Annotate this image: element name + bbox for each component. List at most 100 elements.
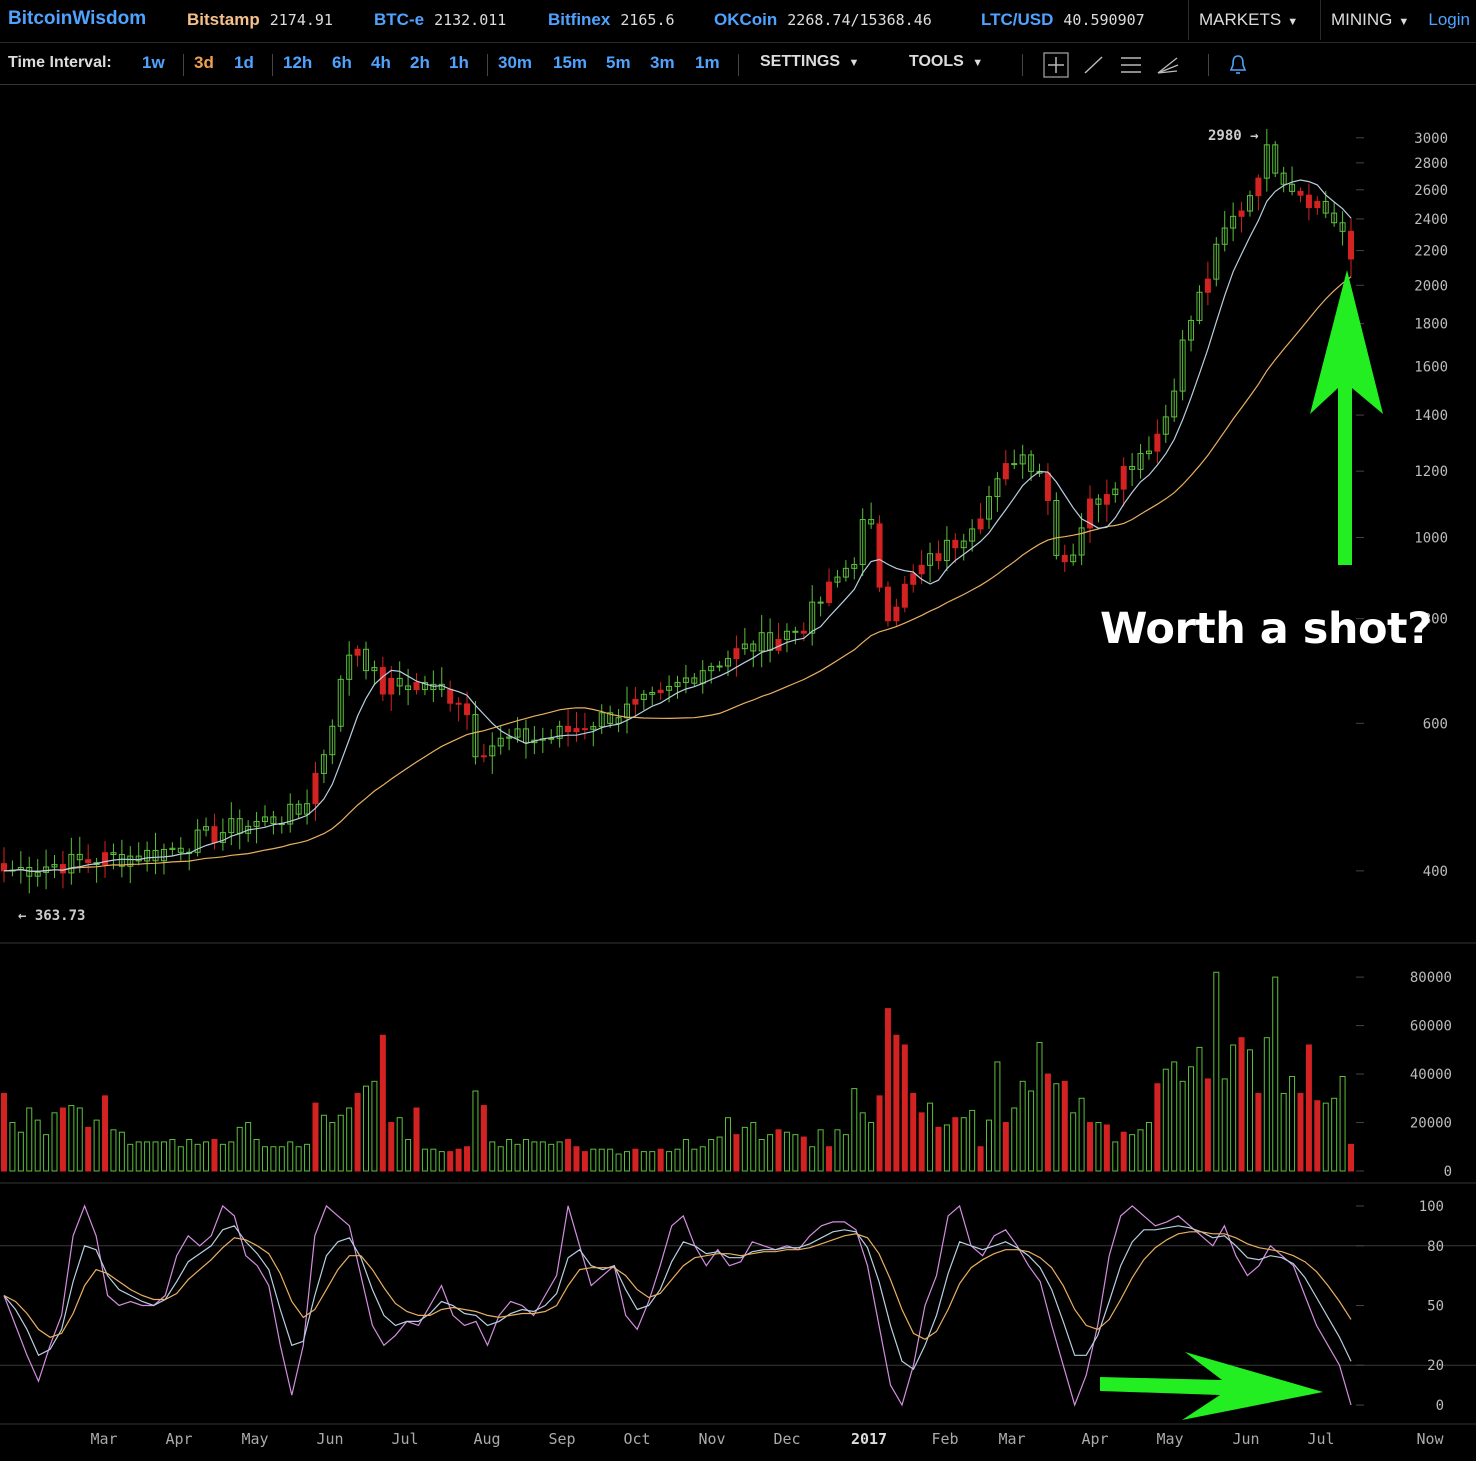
candle-body <box>615 717 622 724</box>
volume-bar <box>1019 1080 1026 1172</box>
price-tick-label: 3000 <box>1414 131 1448 147</box>
volume-bar <box>1213 971 1220 1172</box>
volume-bar <box>480 1105 487 1172</box>
fan-draw-icon[interactable] <box>1155 52 1181 78</box>
candle-body <box>598 712 605 728</box>
candle-body <box>1120 465 1127 490</box>
volume-bar <box>169 1138 176 1172</box>
crosshair-icon[interactable] <box>1043 52 1069 78</box>
volume-bar <box>884 1008 891 1172</box>
volume-bar <box>893 1034 900 1172</box>
candle-body <box>918 564 925 575</box>
volume-bar <box>1305 1044 1312 1172</box>
interval-1m[interactable]: 1m <box>695 53 720 72</box>
candle-body <box>666 685 673 691</box>
interval-4h[interactable]: 4h <box>371 53 391 72</box>
fib-lines-icon[interactable] <box>1118 52 1144 78</box>
candle-body <box>927 553 934 566</box>
x-axis-label: Feb <box>931 1430 958 1448</box>
volume-bar <box>304 1143 311 1172</box>
ticker-okcoin[interactable]: OKCoin 2268.74/15368.46 <box>714 10 932 30</box>
volume-bar <box>1078 1097 1085 1172</box>
candle-body <box>632 698 639 705</box>
volume-bar <box>1238 1037 1245 1172</box>
volume-bar <box>1263 1037 1270 1172</box>
bell-icon[interactable] <box>1225 52 1251 78</box>
volume-bar <box>1162 1068 1169 1172</box>
x-axis-label: Dec <box>773 1430 800 1448</box>
interval-30m[interactable]: 30m <box>498 53 533 72</box>
interval-12h[interactable]: 12h <box>283 53 313 72</box>
markets-menu[interactable]: MARKETS ▼ <box>1188 0 1308 40</box>
chart-area[interactable]: 4006008001000120014001600180020002200240… <box>0 85 1476 1461</box>
login-link[interactable]: Login <box>1428 10 1470 29</box>
candle-body <box>102 852 109 866</box>
candle-body <box>1289 183 1296 192</box>
volume-bar <box>716 1136 723 1172</box>
interval-1d[interactable]: 1d <box>234 53 254 72</box>
slow-ma-line <box>3 276 1352 873</box>
volume-bar <box>994 1061 1001 1172</box>
candle-body <box>405 685 412 691</box>
volume-bar <box>539 1141 546 1172</box>
ticker-exchange: BTC-e <box>374 10 425 29</box>
divider <box>1022 54 1023 76</box>
volume-bar <box>1230 1044 1237 1172</box>
volume-bar <box>1196 1046 1203 1172</box>
volume-bar <box>607 1148 614 1172</box>
volume-bar <box>598 1148 605 1172</box>
interval-3m[interactable]: 3m <box>650 53 675 72</box>
volume-bar <box>506 1138 513 1172</box>
candle-body <box>994 478 1001 498</box>
candle-body <box>1331 212 1338 224</box>
candle-body <box>497 737 504 747</box>
ticker-ltcusd[interactable]: LTC/USD 40.590907 <box>981 10 1145 30</box>
interval-2h[interactable]: 2h <box>410 53 430 72</box>
volume-bar <box>1 1092 7 1172</box>
interval-1h[interactable]: 1h <box>449 53 469 72</box>
price-tick-label: 2200 <box>1414 244 1448 260</box>
candle-body <box>1297 190 1304 196</box>
ticker-bitstamp[interactable]: Bitstamp 2174.91 <box>187 10 333 30</box>
volume-bar <box>1314 1100 1321 1172</box>
volume-bar <box>750 1122 757 1172</box>
brand-logo[interactable]: BitcoinWisdom <box>8 8 147 29</box>
volume-bar <box>556 1141 563 1172</box>
stoch-k-line <box>3 1204 1352 1407</box>
mining-menu[interactable]: MINING ▼ <box>1320 0 1419 40</box>
ticker-btce[interactable]: BTC-e 2132.011 <box>374 10 506 30</box>
tools-menu[interactable]: TOOLS ▼ <box>909 53 983 71</box>
candle-body <box>682 677 689 683</box>
candle-body <box>565 725 572 733</box>
toolbar: Time Interval: 1w 3d 1d 12h 6h 4h 2h 1h … <box>0 44 1476 85</box>
line-draw-icon[interactable] <box>1081 52 1107 78</box>
interval-5m[interactable]: 5m <box>606 53 631 72</box>
x-axis-label: Jun <box>1232 1430 1259 1448</box>
stoch-mid-line <box>3 1225 1352 1371</box>
volume-tick-label: 80000 <box>1410 970 1452 986</box>
candle-body <box>447 688 454 704</box>
stoch-d-line <box>3 1231 1352 1340</box>
candle-body <box>674 681 681 687</box>
volume-bar <box>800 1136 807 1172</box>
interval-6h[interactable]: 6h <box>332 53 352 72</box>
x-axis-label: Oct <box>623 1430 650 1448</box>
volume-bar <box>834 1129 841 1172</box>
volume-bar <box>43 1134 50 1172</box>
volume-bar <box>270 1146 277 1172</box>
volume-bar <box>649 1151 656 1172</box>
top-bar: BitcoinWisdom Bitstamp 2174.91 BTC-e 2132.… <box>0 0 1476 43</box>
price-tick-label: 2400 <box>1414 212 1448 228</box>
ticker-bitfinex[interactable]: Bitfinex 2165.6 <box>548 10 675 30</box>
candle-body <box>371 667 378 672</box>
interval-15m[interactable]: 15m <box>553 53 588 72</box>
right-arrow-icon <box>1100 1352 1323 1420</box>
x-axis-label: Jul <box>1307 1430 1334 1448</box>
interval-1w[interactable]: 1w <box>142 53 165 72</box>
divider <box>183 54 184 76</box>
settings-menu[interactable]: SETTINGS ▼ <box>760 53 859 71</box>
interval-3d[interactable]: 3d <box>194 53 214 72</box>
stoch-tick-label: 50 <box>1427 1298 1444 1314</box>
candle-body <box>1028 454 1035 472</box>
candle-body <box>581 728 588 731</box>
